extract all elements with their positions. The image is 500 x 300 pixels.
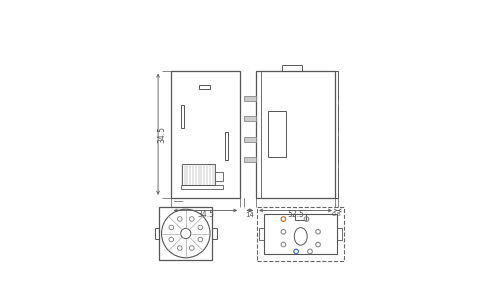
Bar (260, 228, 264, 240)
Bar (258, 207, 344, 261)
Bar (295, 214, 306, 220)
Bar (216, 172, 223, 181)
Bar (171, 70, 240, 198)
Bar (256, 70, 335, 198)
Bar (244, 157, 256, 162)
Text: 0.8: 0.8 (332, 212, 341, 217)
Bar (244, 116, 256, 122)
Bar (181, 185, 223, 189)
Bar (335, 70, 338, 198)
Text: —: — (174, 196, 184, 206)
Text: 52.5: 52.5 (287, 210, 304, 219)
Bar (256, 70, 262, 198)
Bar (182, 164, 216, 185)
Bar (244, 137, 256, 142)
Bar (337, 228, 342, 240)
Text: 34.5: 34.5 (197, 210, 214, 219)
Bar (264, 214, 337, 254)
Text: 34.5: 34.5 (157, 126, 166, 143)
Bar (268, 111, 286, 157)
Bar (244, 96, 256, 101)
Bar (225, 132, 228, 160)
Bar (181, 105, 184, 128)
Bar (198, 85, 210, 89)
Bar (159, 207, 212, 260)
Text: 14: 14 (246, 212, 254, 218)
